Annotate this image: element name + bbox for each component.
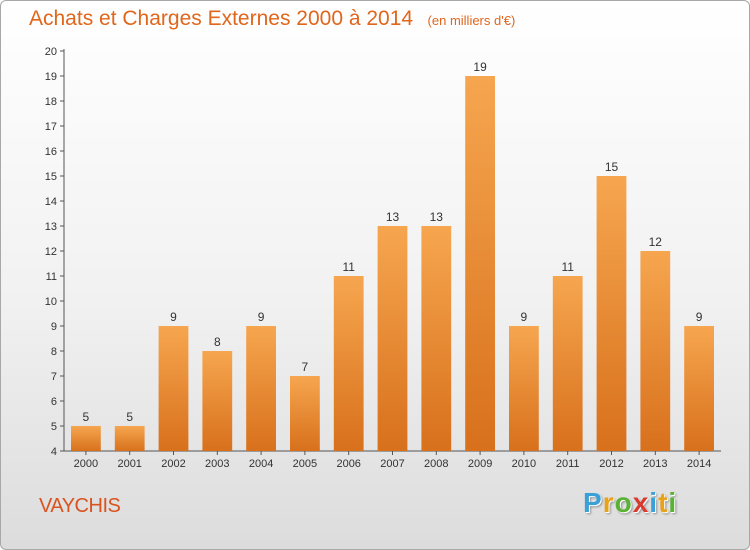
data-label-2012: 15 [605,160,619,174]
y-tick-label: 19 [45,71,57,83]
y-tick-label: 12 [45,246,57,258]
x-tick-label-2011: 2011 [556,458,580,470]
bar-2000 [71,426,101,451]
data-label-2008: 13 [430,210,444,224]
x-tick-label-2004: 2004 [249,458,273,470]
y-tick-label: 4 [51,446,57,458]
data-label-2003: 8 [214,335,221,349]
data-label-2004: 9 [258,310,265,324]
y-tick-label: 14 [45,196,57,208]
data-label-2006: 11 [342,260,355,274]
y-tick-label: 18 [45,96,57,108]
bar-2011 [552,276,583,451]
data-label-2013: 12 [649,235,663,249]
x-tick-label-2001: 2001 [117,458,141,470]
y-tick-label: 6 [51,396,57,408]
y-tick-label: 8 [51,346,57,358]
logo-letter: i [668,487,678,518]
bars [71,76,714,451]
x-tick-label-2009: 2009 [468,458,492,470]
x-tick-label-2008: 2008 [424,458,448,470]
data-label-2009: 19 [473,60,487,74]
bar-2009 [465,76,495,451]
logo-letter: i [649,487,659,518]
data-label-2014: 9 [696,310,703,324]
logo-letter: P [583,487,603,518]
data-label-2011: 11 [561,260,574,274]
x-tick-label-2014: 2014 [687,458,711,470]
x-tick-label-2013: 2013 [643,458,667,470]
bar-2012 [596,176,627,451]
logo-letter: o [614,487,633,518]
commune-name: VAYCHIS [39,495,121,517]
x-tick-label-2000: 2000 [74,458,98,470]
logo-letter: x [632,487,650,518]
bar-2004 [246,326,276,451]
data-label-2010: 9 [521,310,528,324]
bar-2007 [377,226,408,451]
logo-letter: r [602,487,615,518]
bar-2010 [509,326,539,451]
logo-letter: t [658,487,669,518]
chart-subtitle: (en milliers d'€) [427,13,516,28]
data-label-2000: 5 [83,410,90,424]
x-tick-label-2007: 2007 [380,458,404,470]
data-label-2005: 7 [302,360,309,374]
data-label-2007: 13 [386,210,400,224]
data-label-2001: 5 [126,410,133,424]
bar-2008 [421,226,452,451]
bar-2013 [640,251,671,451]
bar-2006 [333,276,364,451]
bar-2005 [290,376,320,451]
title-row: Achats et Charges Externes 2000 à 2014 (… [29,7,515,31]
proxiti-logo: Proxiti [583,487,677,519]
y-tick-label: 10 [45,296,57,308]
y-tick-label: 5 [51,421,57,433]
bar-2003 [202,351,233,451]
y-tick-label: 11 [46,271,57,283]
x-tick-label-2010: 2010 [512,458,536,470]
y-tick-label: 20 [45,46,57,58]
y-tick-label: 13 [45,221,57,233]
bar-chart: 4 5 6 7 8 9 10 11 12 13 14 15 16 17 18 19 20 2000 2001 2002… [45,46,721,470]
chart-title: Achats et Charges Externes 2000 à 2014 [29,7,414,30]
x-tick-label-2003: 2003 [205,458,229,470]
x-tick-label-2002: 2002 [161,458,185,470]
bar-2002 [158,326,189,451]
x-tick-label-2006: 2006 [336,458,360,470]
x-tick-label-2005: 2005 [293,458,317,470]
x-tick-label-2012: 2012 [599,458,623,470]
y-tick-label: 9 [51,321,57,333]
bar-2001 [114,426,145,451]
y-tick-label: 17 [45,121,57,133]
y-tick-label: 16 [45,146,57,158]
y-tick-label: 15 [45,171,57,183]
data-labels: 5 5 9 8 9 7 11 13 13 19 9 11 15 12 9 [83,60,703,424]
y-tick-label: 7 [51,371,57,383]
bar-2014 [684,326,714,451]
data-label-2002: 9 [170,310,177,324]
